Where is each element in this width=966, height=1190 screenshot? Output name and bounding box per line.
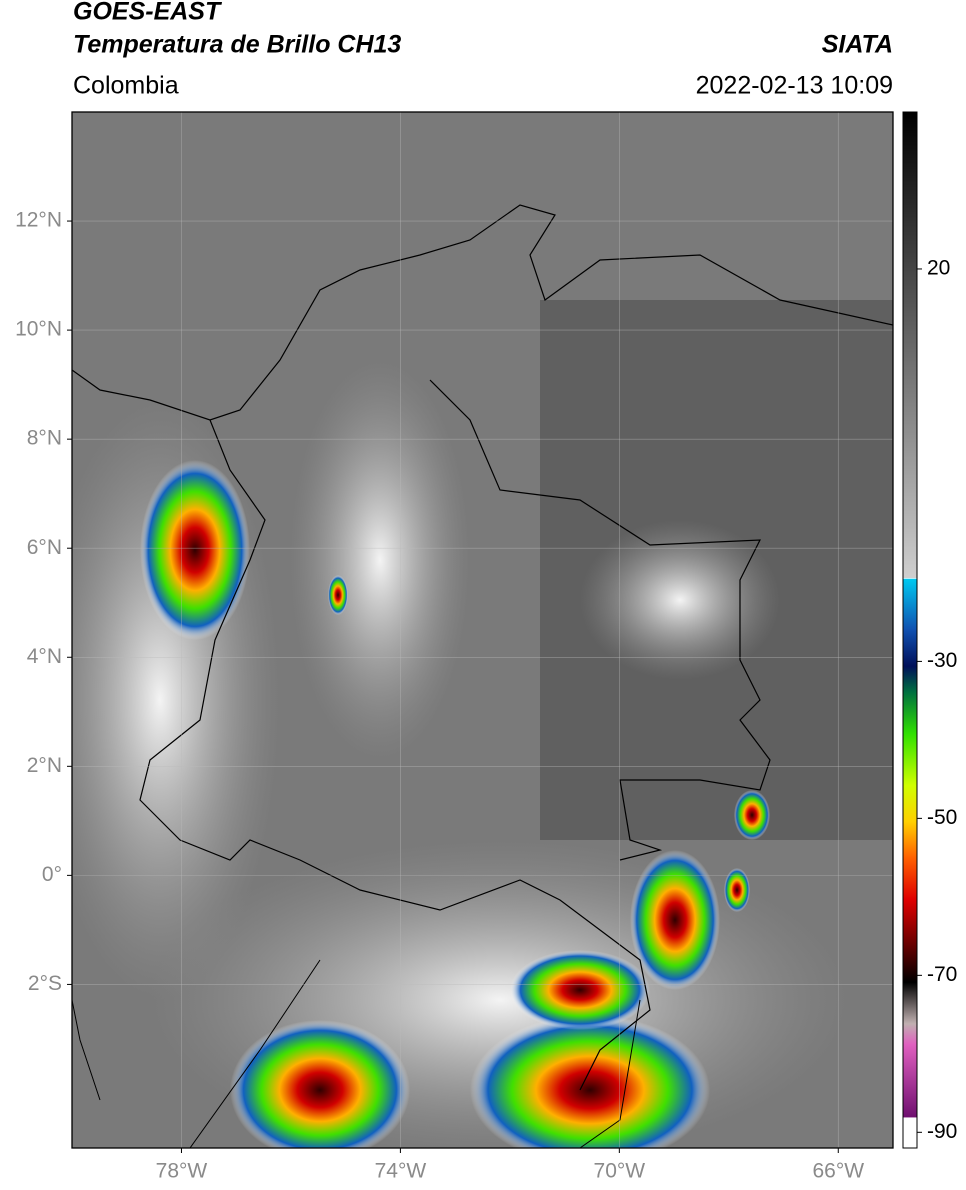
y-tick-label: 8°N [27,427,62,450]
x-tick-label: 74°W [375,1160,427,1183]
y-tick-label: 2°N [27,754,62,777]
colorbar [902,111,918,1149]
colorbar-tick-label: -90 [927,1120,957,1143]
y-tick-label: 4°N [27,645,62,668]
x-tick-label: 66°W [812,1160,864,1183]
colorbar-tick-label: 20 [927,257,950,280]
x-tick-label: 78°W [156,1160,208,1183]
y-tick-label: 2°S [28,972,62,995]
subtitle: Temperatura de Brillo CH13 [73,31,401,59]
map-frame [71,111,894,1149]
colorbar-tick-label: -30 [927,649,957,672]
title: GOES-EAST [73,0,223,26]
x-tick-label: 70°W [594,1160,646,1183]
colorbar-tick-label: -70 [927,963,957,986]
colorbar-tick-label: -50 [927,806,957,829]
y-tick-label: 0° [42,863,62,886]
datetime: 2022-02-13 10:09 [696,72,893,100]
y-tick-label: 6°N [27,536,62,559]
region: Colombia [73,72,179,100]
satellite-image [72,112,893,1148]
y-tick-label: 12°N [15,209,62,232]
y-tick-label: 10°N [15,318,62,341]
source: SIATA [822,31,893,59]
